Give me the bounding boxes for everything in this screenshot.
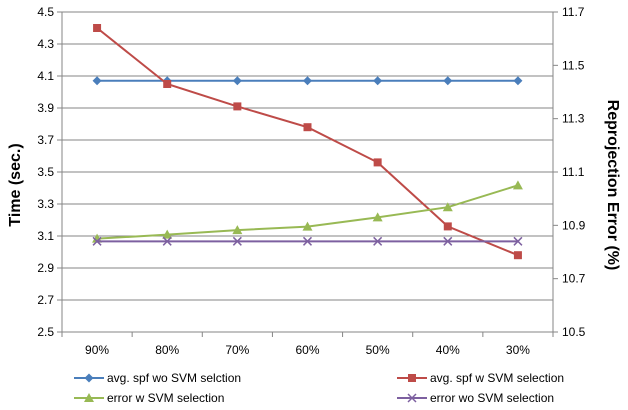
data-point [513, 76, 523, 86]
data-point [373, 158, 382, 167]
legend: avg. spf wo SVM selction avg. spf w SVM s… [74, 371, 564, 405]
data-point [442, 202, 453, 212]
gridlines [62, 11, 553, 333]
data-point [163, 80, 172, 88]
marker-stroke [513, 236, 523, 246]
data-point [513, 236, 523, 246]
data-point [443, 236, 453, 246]
data-point [302, 221, 313, 231]
x-tick-label: 50% [366, 343, 390, 357]
legend-label: error w SVM selection [107, 391, 224, 405]
x-tick-label: 80% [155, 343, 179, 357]
data-point [162, 236, 172, 246]
right-tick-label: 11.7 [562, 5, 585, 19]
axes [57, 11, 558, 337]
x-tick-label: 70% [225, 343, 249, 357]
data-point [443, 76, 453, 86]
marker-stroke [407, 393, 417, 403]
left-tick-label: 3.9 [37, 101, 54, 115]
marker-stroke [373, 236, 383, 246]
legend-label: error wo SVM selection [430, 391, 554, 405]
left-tick-label: 2.5 [37, 325, 54, 339]
data-point [232, 236, 242, 246]
left-tick-label: 3.3 [37, 197, 54, 211]
series-3 [92, 180, 523, 243]
left-tick-label: 3.5 [37, 165, 54, 179]
marker-stroke [302, 236, 313, 246]
x-tick-label: 40% [436, 343, 460, 357]
right-tick-label: 10.5 [562, 325, 586, 339]
legend-marker [84, 373, 94, 383]
marker-stroke [443, 236, 453, 246]
legend-marker [407, 393, 417, 403]
legend-item: avg. spf wo SVM selction [74, 371, 241, 385]
data-point [513, 251, 522, 260]
right-tick-label: 11.3 [562, 112, 585, 126]
left-tick-label: 2.7 [37, 293, 54, 307]
series-4 [92, 236, 523, 246]
left-axis-ticks: 2.5 2.7 2.9 3.1 3.3 3.5 3.7 3.9 4.1 4.3 4.5 [37, 5, 54, 339]
data-point [303, 76, 312, 86]
data-point [92, 76, 102, 86]
right-tick-label: 11.1 [562, 165, 585, 179]
left-tick-label: 4.3 [37, 37, 54, 51]
data-point [92, 236, 102, 246]
legend-item: error wo SVM selection [397, 391, 554, 405]
series-line [96, 27, 519, 257]
marker-stroke [232, 236, 242, 246]
legend-item: avg. spf w SVM selection [397, 371, 564, 385]
series-2 [93, 24, 522, 260]
data-point [373, 236, 383, 246]
right-axis-ticks: 10.5 10.7 10.9 11.1 11.3 11.5 11.7 [562, 5, 586, 339]
data-point [233, 102, 242, 111]
data-point [443, 222, 452, 231]
data-point [303, 123, 312, 132]
data-point [373, 76, 383, 86]
legend-item: error w SVM selection [74, 391, 224, 405]
x-tick-label: 30% [506, 343, 530, 357]
left-tick-label: 4.5 [37, 5, 54, 19]
data-point [372, 212, 383, 222]
x-tick-label: 60% [295, 343, 319, 357]
data-point [302, 236, 313, 246]
data-point [232, 76, 242, 86]
data-point [512, 180, 523, 190]
legend-label: avg. spf w SVM selection [430, 371, 564, 385]
data-point [93, 24, 102, 32]
left-tick-label: 3.7 [37, 133, 54, 147]
right-tick-label: 11.5 [562, 58, 585, 72]
left-tick-label: 4.1 [37, 69, 54, 83]
series-layer [92, 24, 523, 260]
left-tick-label: 3.1 [37, 229, 54, 243]
left-tick-label: 2.9 [37, 261, 54, 275]
right-tick-label: 10.9 [562, 218, 586, 232]
legend-label: avg. spf wo SVM selction [107, 371, 241, 385]
data-point [232, 225, 243, 235]
marker-stroke [162, 236, 172, 246]
legend-marker [84, 393, 94, 402]
x-tick-label: 90% [85, 343, 109, 357]
right-tick-label: 10.7 [562, 272, 586, 286]
x-axis-ticks: 90% 80% 70% 60% 50% 40% 30% [85, 343, 530, 357]
series-1 [92, 76, 523, 86]
y2-axis-title: Reprojection Error (%) [604, 100, 621, 271]
legend-marker [408, 374, 416, 382]
marker-stroke [92, 236, 102, 246]
data-point [162, 229, 173, 239]
y-axis-title: Time (sec.) [7, 143, 24, 226]
